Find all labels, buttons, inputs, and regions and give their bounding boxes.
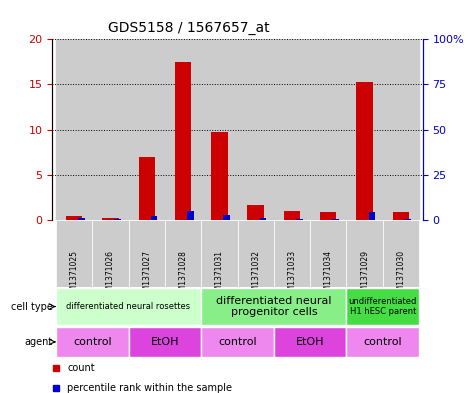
Bar xyxy=(56,39,92,220)
Bar xyxy=(56,327,129,357)
Bar xyxy=(320,212,336,220)
Text: EtOH: EtOH xyxy=(151,337,179,347)
Bar xyxy=(274,39,310,220)
Bar xyxy=(102,218,119,220)
Text: count: count xyxy=(67,363,95,373)
Bar xyxy=(274,327,346,357)
Bar xyxy=(165,39,201,220)
Text: differentiated neural rosettes: differentiated neural rosettes xyxy=(66,302,190,311)
Bar xyxy=(129,220,165,287)
Bar xyxy=(201,288,346,325)
Bar xyxy=(139,157,155,220)
Bar xyxy=(56,288,201,325)
Bar xyxy=(56,220,92,287)
Text: control: control xyxy=(218,337,257,347)
Bar xyxy=(369,212,375,220)
Bar xyxy=(260,218,266,220)
Text: cell type: cell type xyxy=(11,301,53,312)
Bar xyxy=(223,215,230,220)
Bar xyxy=(238,39,274,220)
Text: EtOH: EtOH xyxy=(296,337,324,347)
Bar xyxy=(284,211,300,220)
Bar xyxy=(175,62,191,220)
Text: percentile rank within the sample: percentile rank within the sample xyxy=(67,383,232,393)
Bar xyxy=(238,220,274,287)
Bar xyxy=(346,220,383,287)
Text: GSM1371033: GSM1371033 xyxy=(287,250,296,301)
Text: GDS5158 / 1567657_at: GDS5158 / 1567657_at xyxy=(108,22,269,35)
Bar xyxy=(92,220,129,287)
Bar xyxy=(114,219,121,220)
Bar xyxy=(129,39,165,220)
Bar xyxy=(356,82,373,220)
Text: GSM1371028: GSM1371028 xyxy=(179,250,188,301)
Bar xyxy=(78,218,85,220)
Bar xyxy=(310,39,346,220)
Text: agent: agent xyxy=(25,337,53,347)
Text: GSM1371027: GSM1371027 xyxy=(142,250,151,301)
Bar xyxy=(346,39,383,220)
Bar xyxy=(274,220,310,287)
Text: GSM1371034: GSM1371034 xyxy=(324,250,333,301)
Bar xyxy=(310,220,346,287)
Text: GSM1371025: GSM1371025 xyxy=(69,250,78,301)
Bar xyxy=(405,219,411,220)
Bar xyxy=(201,327,274,357)
Bar xyxy=(201,39,238,220)
Bar xyxy=(211,132,228,220)
Bar xyxy=(346,288,419,325)
Bar xyxy=(247,205,264,220)
Bar xyxy=(201,220,238,287)
Bar xyxy=(66,215,82,220)
Bar xyxy=(332,219,339,220)
Text: differentiated neural
progenitor cells: differentiated neural progenitor cells xyxy=(216,296,332,317)
Bar xyxy=(383,39,419,220)
Text: GSM1371026: GSM1371026 xyxy=(106,250,115,301)
Text: GSM1371032: GSM1371032 xyxy=(251,250,260,301)
Text: GSM1371029: GSM1371029 xyxy=(360,250,369,301)
Text: control: control xyxy=(363,337,402,347)
Text: undifferentiated
H1 hESC parent: undifferentiated H1 hESC parent xyxy=(349,297,417,316)
Text: control: control xyxy=(73,337,112,347)
Bar xyxy=(165,220,201,287)
Bar xyxy=(151,215,157,220)
Bar xyxy=(92,39,129,220)
Bar xyxy=(129,327,201,357)
Bar xyxy=(346,327,419,357)
Bar xyxy=(383,220,419,287)
Bar xyxy=(393,212,409,220)
Text: GSM1371031: GSM1371031 xyxy=(215,250,224,301)
Bar xyxy=(187,211,193,220)
Bar xyxy=(296,219,303,220)
Text: GSM1371030: GSM1371030 xyxy=(397,250,406,301)
